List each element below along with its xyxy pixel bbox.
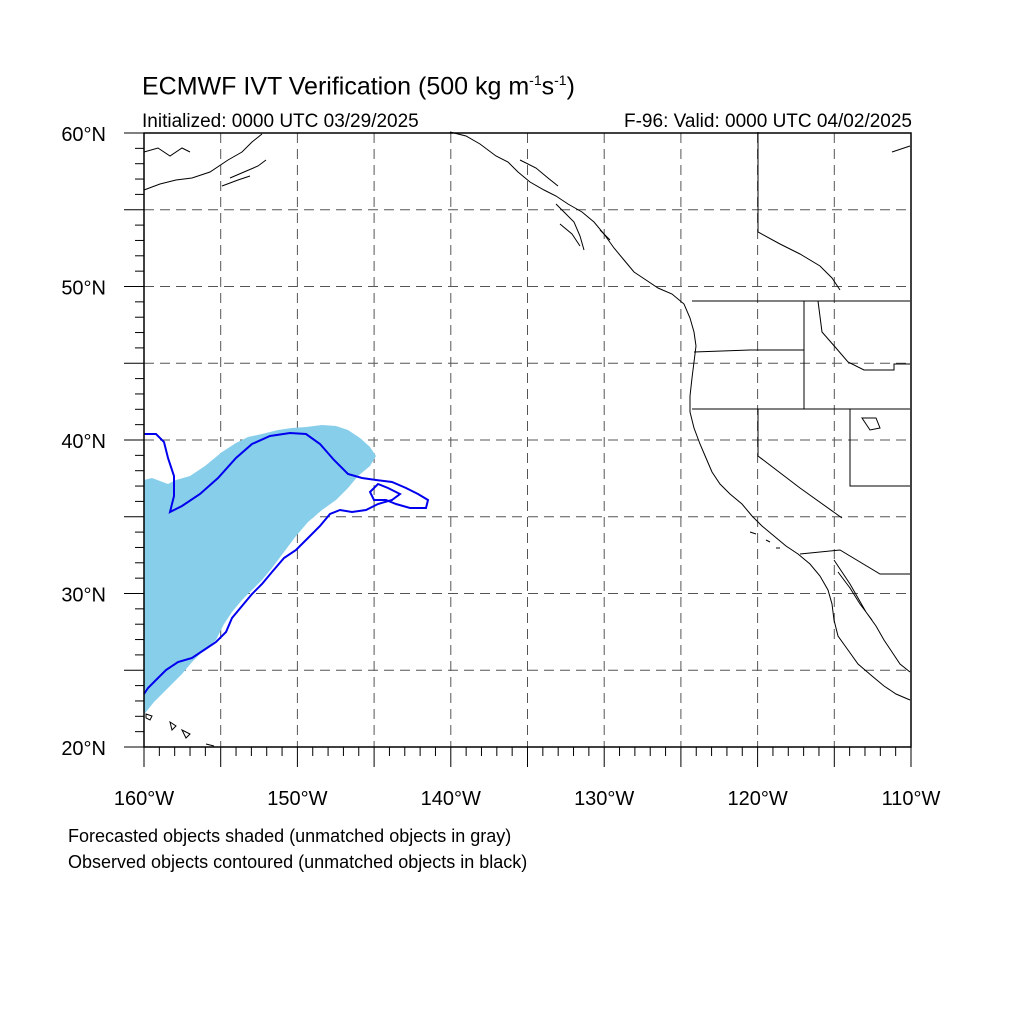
observed-legend-note: Observed objects contoured (unmatched ob…: [68, 852, 528, 872]
latitude-label: 50°N: [61, 278, 106, 300]
forecast-object: [144, 425, 376, 714]
latitude-label: 40°N: [61, 431, 106, 453]
longitude-label: 150°W: [267, 788, 327, 810]
longitude-label: 110°W: [882, 788, 941, 810]
latitude-labels: 20°N 30°N 40°N 50°N 60°N: [61, 124, 106, 760]
latitude-label: 30°N: [61, 585, 106, 607]
axis-ticks: [124, 132, 912, 767]
valid-time: F-96: Valid: 0000 UTC 04/02/2025: [624, 111, 912, 132]
latitude-label: 20°N: [61, 738, 106, 760]
initialized-time: Initialized: 0000 UTC 03/29/2025: [142, 111, 419, 132]
longitude-label: 140°W: [421, 788, 481, 810]
longitude-labels: 160°W 150°W 140°W 130°W 120°W 110°W: [114, 788, 941, 810]
longitude-label: 130°W: [574, 788, 634, 810]
longitude-label: 160°W: [114, 788, 174, 810]
coastlines: [143, 131, 911, 747]
forecast-legend-note: Forecasted objects shaded (unmatched obj…: [68, 826, 512, 846]
observed-object-contour: [143, 431, 430, 695]
plot-title: ECMWF IVT Verification (500 kg m-1s-1): [142, 72, 575, 101]
longitude-label: 120°W: [727, 788, 787, 810]
latitude-label: 60°N: [61, 124, 106, 146]
